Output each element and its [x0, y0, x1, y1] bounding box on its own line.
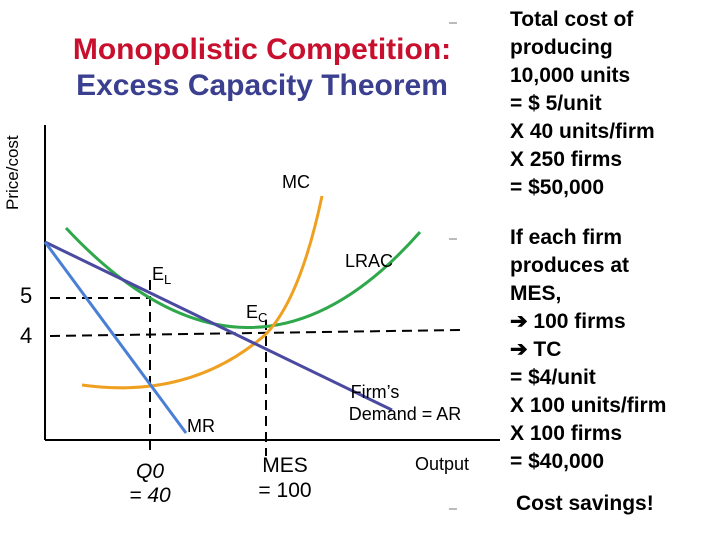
mes-cost-line: MES, [510, 282, 562, 305]
mes-cost-block: If each firm produces at MES, ➔ 100 firm… [510, 224, 666, 476]
mr-label: MR [187, 416, 215, 436]
cost-savings-text: Cost savings! [516, 492, 654, 515]
el-label: EL [152, 264, 171, 287]
mes-label-line1: MES [262, 454, 308, 477]
mes-cost-line: ➔ 100 firms [510, 310, 626, 333]
price-tick-5: 5 [20, 283, 32, 308]
title-line-2: Excess Capacity Theorem [76, 69, 448, 102]
mes-label-line2: = 100 [258, 479, 311, 502]
mes-cost-line: If each firm [510, 226, 623, 249]
mes-cost-line: X 100 units/firm [510, 394, 667, 417]
decor-dot [449, 22, 457, 24]
total-cost-line: X 40 units/firm [510, 120, 655, 143]
mr-curve [43, 241, 188, 434]
mes-cost-line: X 100 firms [510, 422, 623, 445]
lrac-curve [64, 226, 422, 329]
total-cost-line: producing [510, 36, 613, 59]
total-cost-line: = $50,000 [510, 176, 605, 199]
page-title: Monopolistic Competition: Excess Capacit… [42, 32, 482, 104]
total-cost-line: X 250 firms [510, 148, 623, 171]
lrac-label: LRAC [345, 251, 393, 271]
demand-curve [44, 240, 393, 412]
price-4-guide [49, 329, 461, 337]
total-cost-line: 10,000 units [510, 64, 631, 87]
price-tick-4: 4 [20, 323, 32, 348]
demand-label-line1: Firm’s [351, 382, 400, 402]
total-cost-block: Total cost of producing 10,000 units = $… [510, 6, 655, 202]
demand-label-line2: Demand = AR [349, 404, 462, 424]
ec-label: EC [246, 302, 267, 325]
x-axis-label: Output [415, 454, 469, 474]
total-cost-line: Total cost of [510, 8, 634, 31]
mc-curve [81, 195, 324, 390]
q0-label-line2: = 40 [129, 484, 171, 507]
mes-cost-line: ➔ TC [510, 338, 562, 361]
decor-dot [449, 508, 457, 510]
mes-cost-line: produces at [510, 254, 630, 277]
mc-label: MC [282, 172, 310, 192]
mes-cost-line: = $40,000 [510, 450, 605, 473]
decor-dot [449, 238, 457, 240]
total-cost-line: = $ 5/unit [510, 92, 602, 115]
q0-label-line1: Q0 [136, 460, 164, 483]
mes-cost-line: = $4/unit [510, 366, 596, 389]
title-line-1: Monopolistic Competition: [72, 33, 452, 66]
